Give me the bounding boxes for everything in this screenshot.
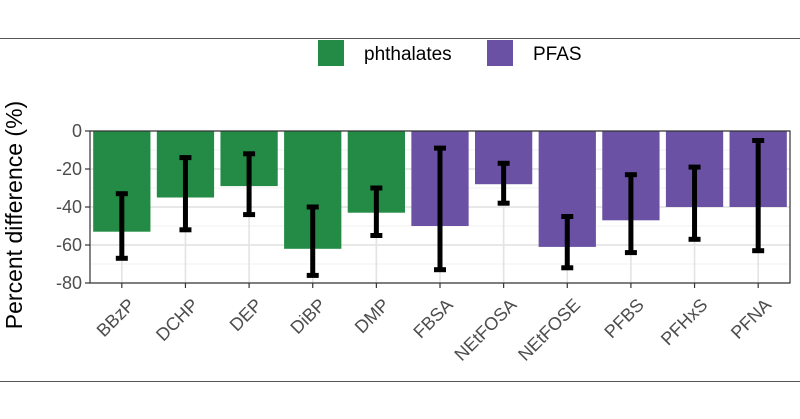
x-tick-label-pfna: PFNA (727, 295, 775, 343)
y-axis-ticks: 0 -20 -40 -60 -80 (56, 121, 90, 293)
x-tick-label-fbsa: FBSA (409, 295, 456, 342)
x-tick-label-netfosa: NEtFOSA (450, 295, 520, 365)
error-bar-pfbs (624, 172, 637, 256)
y-tick-label: 0 (72, 121, 82, 141)
x-tick-label-pfhxs: PFHxS (657, 295, 711, 349)
top-rule (0, 38, 800, 39)
x-tick-label-dep: DEP (226, 295, 266, 335)
error-bar-netfosa (497, 160, 510, 206)
error-bar-bbzp (115, 191, 128, 261)
y-tick-label: -60 (56, 235, 82, 255)
error-bar-fbsa (434, 145, 446, 273)
error-bar-pfna (752, 138, 765, 254)
y-tick-label: -20 (56, 159, 82, 179)
x-tick-label-bbzp: BBzP (93, 295, 139, 341)
x-tick-label-netfose: NEtFOSE (514, 295, 584, 365)
y-tick-label: -40 (56, 197, 82, 217)
error-bar-dchp (179, 155, 192, 233)
legend-label-pfas: PFAS (533, 44, 582, 65)
y-tick-label: -80 (56, 273, 82, 293)
bottom-rule (0, 381, 800, 382)
x-tick-label-pfbs: PFBS (600, 295, 647, 342)
x-tick-label-dchp: DCHP (152, 295, 202, 345)
legend-label-phthalates: phthalates (364, 44, 452, 65)
error-bars (115, 138, 765, 278)
error-bar-dibp (306, 204, 319, 278)
error-bar-pfhxs (688, 164, 701, 242)
y-axis-label: Percent difference (%) (1, 101, 27, 329)
error-bar-dmp (370, 185, 383, 238)
error-bar-netfose (561, 214, 574, 271)
legend-swatch-phthalates (318, 40, 344, 66)
legend-swatch-pfas (487, 40, 513, 66)
bars (93, 131, 787, 249)
x-tick-label-dmp: DMP (351, 295, 393, 337)
legend: phthalates PFAS (318, 40, 582, 66)
x-tick-label-dibp: DiBP (286, 295, 329, 338)
error-bar-dep (243, 151, 256, 218)
